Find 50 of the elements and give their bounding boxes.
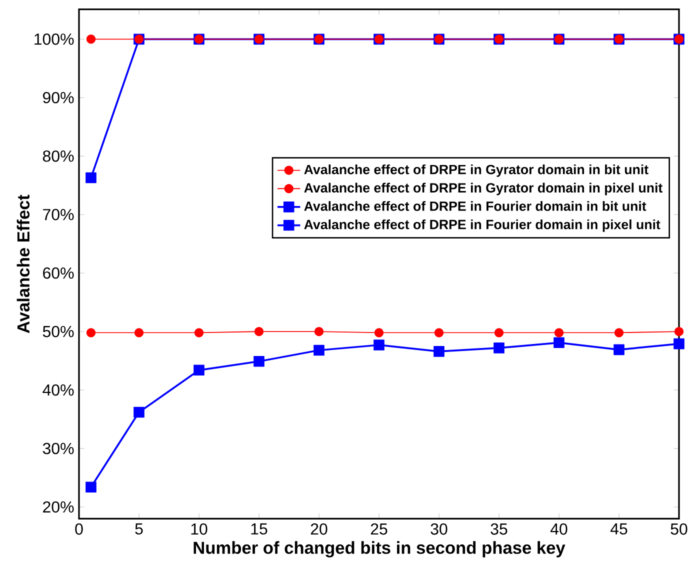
point xyxy=(254,326,264,336)
y-tick-label: 100% xyxy=(34,34,74,45)
point xyxy=(374,340,384,350)
y-tick-label: 40% xyxy=(42,384,74,396)
x-tick-label: 40 xyxy=(550,523,568,535)
point xyxy=(434,346,444,357)
x-tick-label: 25 xyxy=(370,523,388,535)
point xyxy=(614,344,624,356)
point xyxy=(194,328,204,338)
point xyxy=(614,328,624,338)
point xyxy=(134,328,144,338)
y-tick-label: 70% xyxy=(43,208,74,220)
legend-label: Avalanche effect of DRPE in Gyrator domain in pixel unit xyxy=(304,182,663,196)
point xyxy=(86,172,96,184)
x-tick-label: 30 xyxy=(430,523,448,535)
legend-label: Avalanche effect of DRPE in Gyrator domain in bit unit xyxy=(304,164,648,177)
x-tick-label: 0 xyxy=(75,523,83,535)
y-tick-label: 60% xyxy=(43,267,74,279)
point xyxy=(494,342,504,354)
point xyxy=(254,356,264,367)
point xyxy=(134,406,144,418)
y-tick-label: 80% xyxy=(42,150,74,162)
y-axis-title: Avalanche Effect xyxy=(16,194,30,334)
point xyxy=(86,482,96,492)
y-tick-label: 90% xyxy=(43,92,74,104)
point xyxy=(494,328,504,338)
legend-label: Avalanche effect of DRPE in Fourier domain in bit unit xyxy=(304,201,646,211)
y-tick-label: 20% xyxy=(43,501,74,513)
point xyxy=(554,328,564,338)
point xyxy=(86,328,96,338)
point xyxy=(194,364,204,376)
point xyxy=(674,326,684,336)
point xyxy=(314,344,324,356)
x-tick-label: 15 xyxy=(251,523,268,535)
point xyxy=(674,338,684,350)
x-tick-label: 50 xyxy=(670,523,688,535)
x-tick-label: 20 xyxy=(310,523,328,535)
x-tick-label: 5 xyxy=(135,523,143,535)
point xyxy=(86,34,96,44)
y-tick-label: 50% xyxy=(42,326,74,338)
point xyxy=(554,337,564,348)
x-tick-label: 45 xyxy=(610,523,628,535)
x-tick-label: 10 xyxy=(191,523,208,535)
x-axis-title: Number of changed bits in second phase key xyxy=(194,541,566,558)
point xyxy=(374,328,384,338)
point xyxy=(434,328,444,338)
x-tick-label: 35 xyxy=(490,523,508,535)
y-tick-label: 30% xyxy=(42,442,74,454)
point xyxy=(314,326,324,336)
legend-label: Avalanche effect of DRPE in Fourier domain in pixel unit xyxy=(304,219,660,232)
